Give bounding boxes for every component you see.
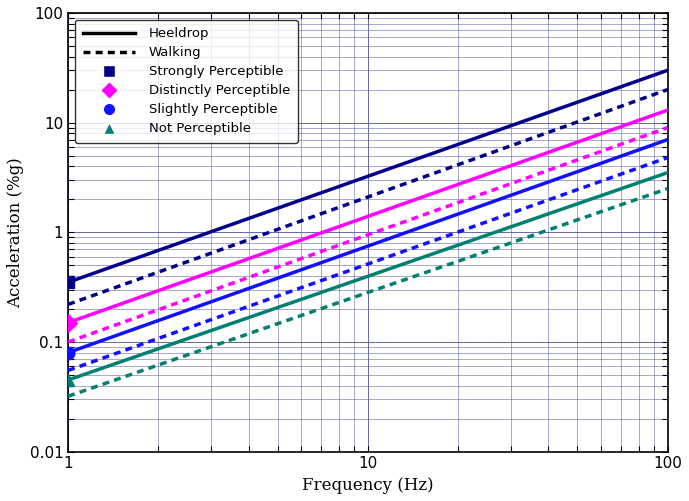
Y-axis label: Acceleration (%g): Acceleration (%g) bbox=[7, 157, 24, 308]
Legend: Heeldrop, Walking, Strongly Perceptible, Distinctly Perceptible, Slightly Percep: Heeldrop, Walking, Strongly Perceptible,… bbox=[74, 20, 298, 143]
X-axis label: Frequency (Hz): Frequency (Hz) bbox=[302, 477, 433, 494]
